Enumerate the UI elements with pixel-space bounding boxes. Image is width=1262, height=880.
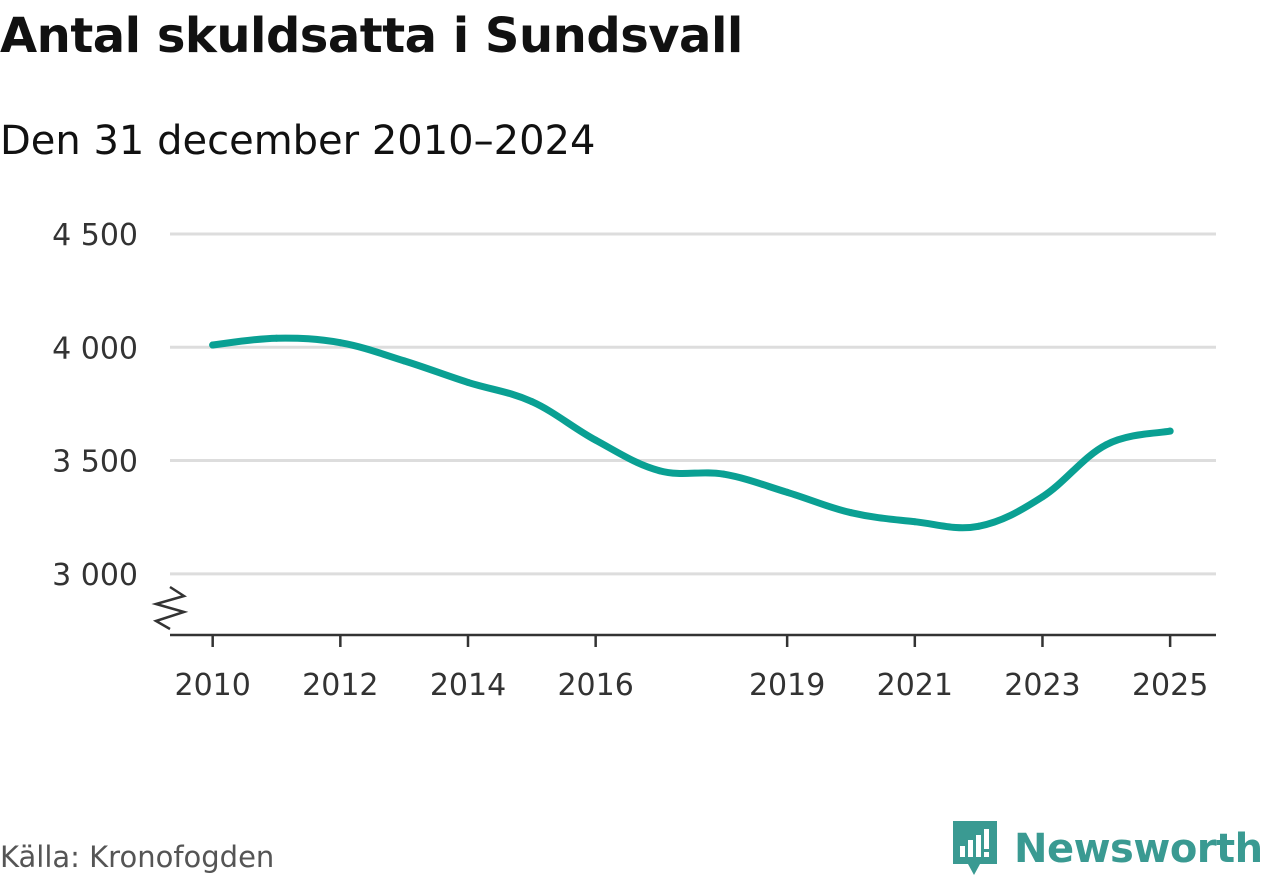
x-tick-label: 2025	[1132, 668, 1208, 703]
data-point	[464, 378, 472, 386]
source-note: Källa: Kronofogden	[0, 840, 275, 874]
y-axis-ticks: 3 000 3 500 4 000 4 500	[52, 218, 138, 593]
brand-name: Newsworthy	[1014, 826, 1262, 872]
data-point	[975, 522, 983, 530]
data-point	[1038, 493, 1046, 501]
series-layer	[209, 334, 1174, 532]
axis-break-icon	[151, 585, 189, 631]
x-axis	[151, 585, 1216, 637]
y-tick-label: 4 000	[52, 331, 138, 366]
y-tick-label: 3 000	[52, 558, 138, 593]
series-line	[209, 334, 1174, 532]
data-point	[336, 339, 344, 347]
data-point	[911, 518, 919, 526]
data-point	[655, 467, 663, 475]
data-point	[1102, 441, 1110, 449]
y-tick-label: 3 500	[52, 445, 138, 480]
data-point	[528, 398, 536, 406]
x-tick-label: 2023	[1004, 668, 1080, 703]
data-point	[400, 357, 408, 365]
x-tick-label: 2019	[749, 668, 825, 703]
x-tick-label: 2012	[302, 668, 378, 703]
data-point	[592, 436, 600, 444]
y-tick-label: 4 500	[52, 218, 138, 253]
newsworthy-logo-icon	[953, 821, 997, 875]
gridlines	[170, 232, 1216, 576]
brand-logo: Newsworthy	[950, 818, 1262, 880]
x-tick-label: 2016	[557, 668, 633, 703]
chart-subtitle: Den 31 december 2010–2024	[0, 118, 596, 164]
data-point	[1166, 427, 1174, 435]
data-point	[847, 509, 855, 517]
x-tick-label: 2014	[430, 668, 506, 703]
chart-title: Antal skuldsatta i Sundsvall	[0, 8, 743, 64]
x-tick-label: 2021	[877, 668, 953, 703]
data-point	[783, 488, 791, 496]
data-point	[719, 470, 727, 478]
data-point	[273, 334, 281, 342]
x-axis-ticks: 2010 2012 2014 2016 2019 2021 2023 2025	[175, 635, 1208, 703]
x-tick-label: 2010	[175, 668, 251, 703]
data-point	[209, 341, 217, 349]
